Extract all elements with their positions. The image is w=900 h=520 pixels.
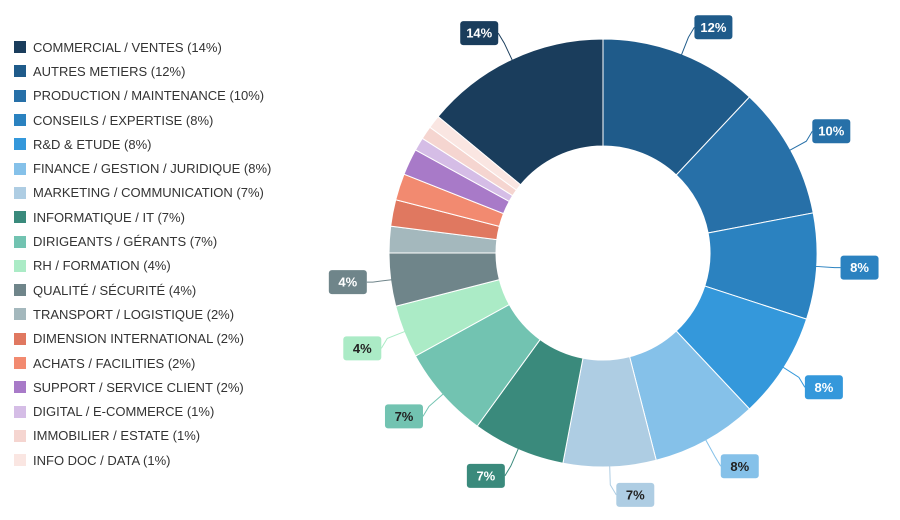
legend-item[interactable]: INFO DOC / DATA (1%) (14, 448, 271, 472)
legend-label: FINANCE / GESTION / JURIDIQUE (8%) (33, 161, 272, 177)
legend-label: DIRIGEANTS / GÉRANTS (7%) (33, 234, 218, 250)
legend-label: QUALITÉ / SÉCURITÉ (4%) (33, 282, 197, 298)
legend-swatch (14, 308, 26, 321)
legend-label: R&D & ETUDE (8%) (33, 136, 152, 152)
data-label: 8% (850, 260, 869, 275)
legend-swatch (14, 357, 26, 369)
data-label: 4% (353, 341, 372, 356)
data-label: 7% (626, 487, 645, 502)
callout-line (609, 464, 617, 496)
callout-line (380, 330, 407, 349)
callout-box (343, 336, 382, 361)
data-label: 7% (395, 409, 414, 424)
legend-label: SUPPORT / SERVICE CLIENT (2%) (33, 379, 244, 395)
callout-line (680, 27, 695, 57)
callout-line (781, 366, 806, 388)
callout-line (366, 279, 393, 283)
legend-item[interactable]: ACHATS / FACILITIES (2%) (14, 351, 271, 375)
callout-box (812, 119, 851, 144)
legend-item[interactable]: AUTRES METIERS (12%) (14, 59, 271, 83)
legend-item[interactable]: DIRIGEANTS / GÉRANTS (7%) (14, 229, 271, 253)
legend-item[interactable]: TRANSPORT / LOGISTIQUE (2%) (14, 302, 271, 326)
legend-item[interactable]: DIGITAL / E-COMMERCE (1%) (14, 399, 271, 423)
legend-item[interactable]: CONSEILS / EXPERTISE (8%) (14, 108, 271, 132)
legend-item[interactable]: INFORMATIQUE / IT (7%) (14, 205, 271, 229)
callout-line (788, 130, 813, 152)
callout-box (616, 482, 655, 507)
callout-line (814, 265, 841, 269)
callout-box (466, 463, 505, 488)
callout-box (720, 454, 759, 479)
callout-box (694, 15, 733, 40)
legend-swatch (14, 89, 26, 102)
data-label: 4% (338, 275, 357, 290)
legend-item[interactable]: PRODUCTION / MAINTENANCE (10%) (14, 84, 271, 108)
legend-swatch (14, 259, 26, 272)
legend-label: DIMENSION INTERNATIONAL (2%) (33, 331, 244, 347)
legend-label: TRANSPORT / LOGISTIQUE (2%) (33, 306, 235, 322)
legend-label: MARKETING / COMMUNICATION (7%) (33, 185, 264, 201)
legend-swatch (14, 235, 26, 248)
legend-item[interactable]: IMMOBILIER / ESTATE (1%) (14, 424, 271, 448)
data-label: 8% (814, 380, 833, 395)
slices (388, 38, 818, 468)
callout-line (704, 438, 722, 467)
legend-swatch (14, 41, 26, 54)
legend-label: DIGITAL / E-COMMERCE (1%) (33, 404, 215, 420)
data-label: 10% (818, 124, 844, 139)
legend-swatch (14, 405, 26, 418)
legend-label: ACHATS / FACILITIES (2%) (33, 355, 196, 371)
legend-label: INFORMATIQUE / IT (7%) (33, 209, 185, 225)
legend-label: AUTRES METIERS (12%) (33, 63, 186, 79)
data-label: 8% (730, 459, 749, 474)
legend-item[interactable]: COMMERCIAL / VENTES (14%) (14, 35, 271, 59)
legend-swatch (14, 162, 26, 175)
legend-label: COMMERCIAL / VENTES (14%) (33, 39, 222, 55)
callout-box (840, 255, 879, 280)
legend-swatch (14, 429, 26, 442)
data-label: 7% (476, 468, 495, 483)
callout-box (384, 404, 423, 429)
legend-item[interactable]: R&D & ETUDE (8%) (14, 132, 271, 156)
legend-swatch (14, 381, 26, 394)
legend-item[interactable]: SUPPORT / SERVICE CLIENT (2%) (14, 375, 271, 399)
legend-swatch (14, 138, 26, 151)
data-label: 12% (700, 20, 726, 35)
legend-swatch (14, 65, 26, 78)
legend-label: IMMOBILIER / ESTATE (1%) (33, 428, 201, 444)
legend-swatch (14, 114, 26, 127)
slice[interactable] (429, 115, 522, 191)
callout-line (504, 447, 520, 477)
legend-swatch (14, 186, 26, 199)
legend-label: PRODUCTION / MAINTENANCE (10%) (33, 88, 265, 104)
legend-label: CONSEILS / EXPERTISE (8%) (33, 112, 214, 128)
legend-item[interactable]: MARKETING / COMMUNICATION (7%) (14, 181, 271, 205)
slice[interactable] (437, 38, 604, 186)
legend-swatch (14, 454, 26, 467)
callout-line (497, 32, 514, 62)
chart-legend: COMMERCIAL / VENTES (14%) AUTRES METIERS … (14, 35, 271, 472)
legend-swatch (14, 332, 26, 345)
legend-item[interactable]: DIMENSION INTERNATIONAL (2%) (14, 327, 271, 351)
legend-swatch (14, 284, 26, 297)
callout-box (804, 375, 843, 400)
callouts: 14% 12% 10% 8% 8% 8% 7% 7% 7% 4% 4% (328, 15, 879, 507)
legend-swatch (14, 211, 26, 224)
legend-item[interactable]: RH / FORMATION (4%) (14, 254, 271, 278)
callout-line (422, 392, 445, 417)
legend-label: RH / FORMATION (4%) (33, 258, 171, 274)
callout-box (328, 270, 367, 295)
data-label: 14% (466, 26, 492, 41)
callout-box (460, 21, 499, 46)
legend-item[interactable]: QUALITÉ / SÉCURITÉ (4%) (14, 278, 271, 302)
legend-item[interactable]: FINANCE / GESTION / JURIDIQUE (8%) (14, 156, 271, 180)
legend-label: INFO DOC / DATA (1%) (33, 452, 171, 468)
